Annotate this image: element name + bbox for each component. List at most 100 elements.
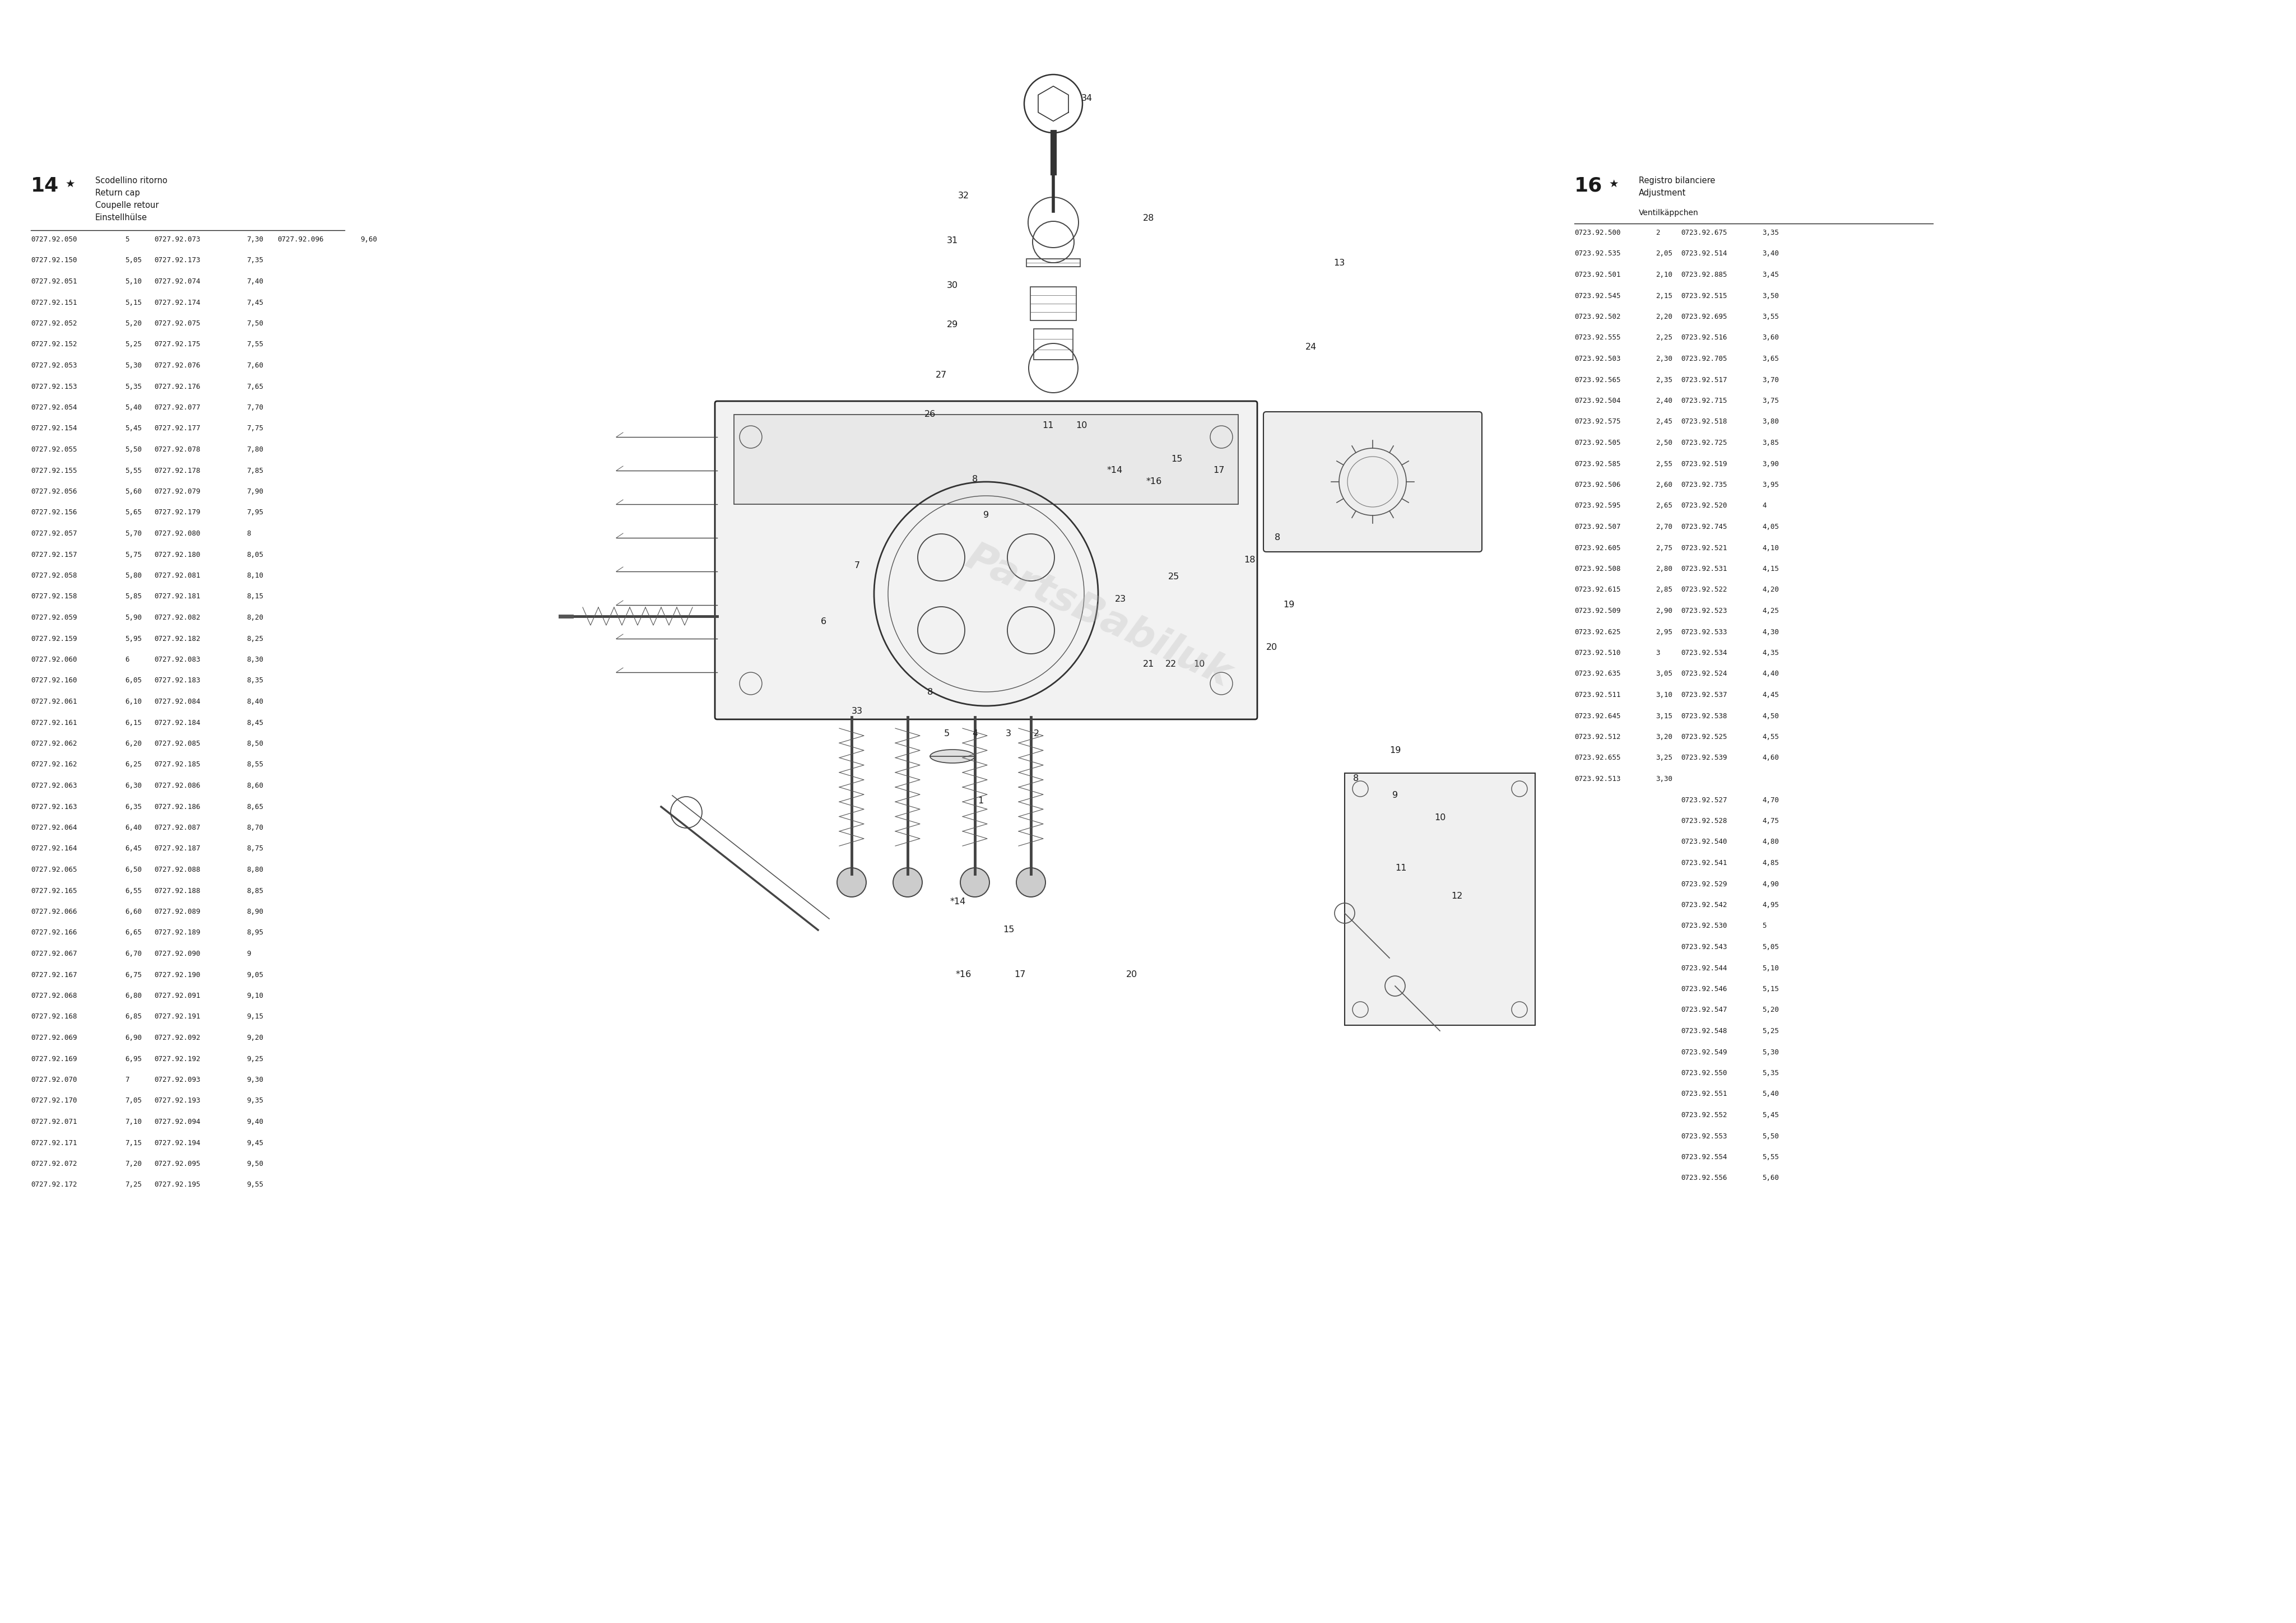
Text: 4,40: 4,40 (1761, 670, 1779, 678)
Text: 4,95: 4,95 (1761, 901, 1779, 909)
Text: 0727.92.184: 0727.92.184 (154, 719, 200, 727)
Circle shape (960, 868, 990, 898)
Text: 0723.92.523: 0723.92.523 (1681, 607, 1727, 615)
Text: 0723.92.518: 0723.92.518 (1681, 419, 1727, 425)
Text: Registro bilanciere: Registro bilanciere (1639, 177, 1715, 185)
Text: 16: 16 (1575, 177, 1603, 195)
Text: 2,35: 2,35 (1655, 377, 1671, 383)
Text: 4,55: 4,55 (1761, 734, 1779, 740)
Text: 9,15: 9,15 (246, 1013, 264, 1021)
Text: 4,60: 4,60 (1761, 755, 1779, 761)
Text: 2,45: 2,45 (1655, 419, 1671, 425)
Text: 3,50: 3,50 (1761, 292, 1779, 300)
Text: 7,30: 7,30 (246, 235, 264, 243)
Text: 8,05: 8,05 (246, 550, 264, 558)
Text: 5,65: 5,65 (124, 510, 142, 516)
Text: 5,30: 5,30 (124, 362, 142, 368)
Text: 0727.92.191: 0727.92.191 (154, 1013, 200, 1021)
Text: 8,55: 8,55 (246, 761, 264, 768)
Text: 0727.92.078: 0727.92.078 (154, 446, 200, 453)
Text: 5,70: 5,70 (124, 531, 142, 537)
FancyBboxPatch shape (714, 401, 1258, 719)
Text: 0727.92.162: 0727.92.162 (30, 761, 78, 768)
Text: 6: 6 (124, 656, 129, 664)
Text: 0727.92.187: 0727.92.187 (154, 846, 200, 852)
Text: 0723.92.544: 0723.92.544 (1681, 964, 1727, 972)
Text: 9: 9 (983, 511, 990, 519)
Text: 0727.92.096: 0727.92.096 (278, 235, 324, 243)
Text: 11: 11 (1042, 422, 1054, 430)
Text: Coupelle retour: Coupelle retour (94, 201, 158, 209)
Text: 0727.92.173: 0727.92.173 (154, 256, 200, 265)
Text: Ventilkäppchen: Ventilkäppchen (1639, 209, 1699, 217)
Text: 3,25: 3,25 (1655, 755, 1671, 761)
Text: 0727.92.164: 0727.92.164 (30, 846, 78, 852)
Text: 0723.92.519: 0723.92.519 (1681, 461, 1727, 467)
Text: 0723.92.551: 0723.92.551 (1681, 1091, 1727, 1097)
Text: 8,25: 8,25 (246, 635, 264, 643)
Text: 5,15: 5,15 (124, 299, 142, 307)
Text: 2,60: 2,60 (1655, 482, 1671, 489)
Text: 32: 32 (957, 192, 969, 200)
Text: 0727.92.189: 0727.92.189 (154, 928, 200, 936)
Text: 8: 8 (971, 476, 978, 484)
Text: 15: 15 (1003, 925, 1015, 935)
Text: 0727.92.169: 0727.92.169 (30, 1055, 78, 1063)
Text: 0723.92.705: 0723.92.705 (1681, 355, 1727, 362)
Text: 0723.92.537: 0723.92.537 (1681, 691, 1727, 698)
Text: 8,75: 8,75 (246, 846, 264, 852)
Text: 0727.92.052: 0727.92.052 (30, 320, 78, 328)
Text: 5,45: 5,45 (1761, 1112, 1779, 1118)
Text: *14: *14 (1107, 466, 1123, 476)
Text: Adjustment: Adjustment (1639, 188, 1685, 198)
Text: 19: 19 (1283, 601, 1295, 609)
Text: 0727.92.194: 0727.92.194 (154, 1139, 200, 1146)
Text: 5,05: 5,05 (1761, 943, 1779, 951)
Text: 0723.92.522: 0723.92.522 (1681, 586, 1727, 594)
Text: 0723.92.605: 0723.92.605 (1575, 544, 1621, 552)
Text: 0723.92.675: 0723.92.675 (1681, 229, 1727, 237)
Text: 0727.92.166: 0727.92.166 (30, 928, 78, 936)
Text: 5,90: 5,90 (124, 613, 142, 622)
Text: 8,70: 8,70 (246, 824, 264, 831)
Text: 30: 30 (946, 281, 957, 291)
Text: 0727.92.081: 0727.92.081 (154, 571, 200, 579)
Text: 6,55: 6,55 (124, 888, 142, 894)
Text: 0727.92.094: 0727.92.094 (154, 1118, 200, 1125)
Text: 7,80: 7,80 (246, 446, 264, 453)
Text: 0723.92.548: 0723.92.548 (1681, 1027, 1727, 1035)
Text: 0727.92.070: 0727.92.070 (30, 1076, 78, 1084)
Text: 0723.92.506: 0723.92.506 (1575, 482, 1621, 489)
Text: 0727.92.091: 0727.92.091 (154, 992, 200, 1000)
Text: 0723.92.635: 0723.92.635 (1575, 670, 1621, 678)
Text: 0727.92.093: 0727.92.093 (154, 1076, 200, 1084)
Text: 7,20: 7,20 (124, 1160, 142, 1167)
Text: 4,50: 4,50 (1761, 712, 1779, 719)
Text: 0727.92.063: 0727.92.063 (30, 782, 78, 789)
Text: 0727.92.170: 0727.92.170 (30, 1097, 78, 1105)
Text: ★: ★ (1609, 179, 1619, 190)
Text: 0727.92.066: 0727.92.066 (30, 909, 78, 915)
Text: 0723.92.549: 0723.92.549 (1681, 1048, 1727, 1057)
Text: 0727.92.059: 0727.92.059 (30, 613, 78, 622)
Text: 7,10: 7,10 (124, 1118, 142, 1125)
Text: 0723.92.539: 0723.92.539 (1681, 755, 1727, 761)
Text: 5,95: 5,95 (124, 635, 142, 643)
Text: 1: 1 (978, 797, 983, 805)
Text: 8,15: 8,15 (246, 592, 264, 601)
Text: 7,55: 7,55 (246, 341, 264, 349)
Text: 4,30: 4,30 (1761, 628, 1779, 636)
Text: 10: 10 (1435, 813, 1446, 823)
Text: 9,50: 9,50 (246, 1160, 264, 1167)
Text: 5,50: 5,50 (124, 446, 142, 453)
Text: 0723.92.513: 0723.92.513 (1575, 776, 1621, 782)
Text: 0723.92.556: 0723.92.556 (1681, 1175, 1727, 1182)
Text: 5,05: 5,05 (124, 256, 142, 265)
Text: 0723.92.552: 0723.92.552 (1681, 1112, 1727, 1118)
Text: 8,90: 8,90 (246, 909, 264, 915)
Text: 0723.92.885: 0723.92.885 (1681, 271, 1727, 279)
Text: Return cap: Return cap (94, 188, 140, 198)
Text: 0723.92.508: 0723.92.508 (1575, 565, 1621, 573)
Text: 0723.92.725: 0723.92.725 (1681, 440, 1727, 446)
Text: 19: 19 (1389, 747, 1401, 755)
